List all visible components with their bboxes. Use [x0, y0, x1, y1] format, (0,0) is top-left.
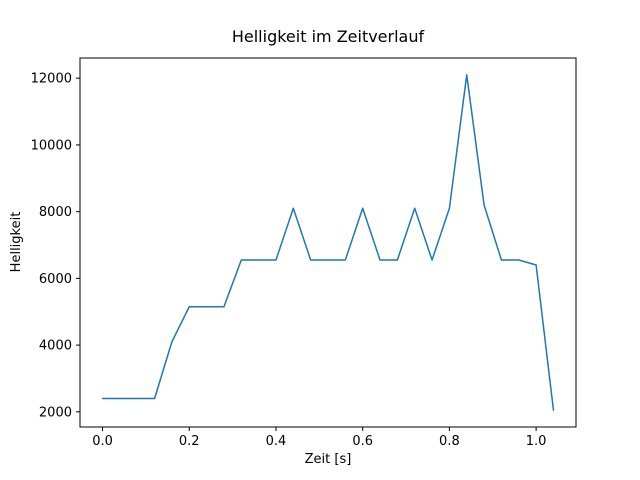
y-axis-label: Helligkeit [9, 212, 24, 273]
data-line [101, 74, 555, 411]
x-tick-label: 1.0 [526, 434, 547, 449]
x-tick-label: 0.6 [352, 434, 373, 449]
y-tick-label: 8000 [39, 205, 72, 220]
y-tick-label: 4000 [39, 339, 72, 354]
y-tick-label: 12000 [31, 72, 72, 87]
x-tick-label: 0.8 [439, 434, 460, 449]
x-tick-label: 0.4 [266, 434, 287, 449]
x-axis-label: Zeit [s] [305, 452, 352, 467]
y-tick-label: 6000 [39, 272, 72, 287]
axes-frame [79, 57, 577, 428]
y-tick-label: 2000 [39, 405, 72, 420]
x-tick-label: 0.0 [92, 434, 113, 449]
y-tick-label: 10000 [31, 138, 72, 153]
x-tick-label: 0.2 [179, 434, 200, 449]
chart-title: Helligkeit im Zeitverlauf [232, 27, 425, 46]
